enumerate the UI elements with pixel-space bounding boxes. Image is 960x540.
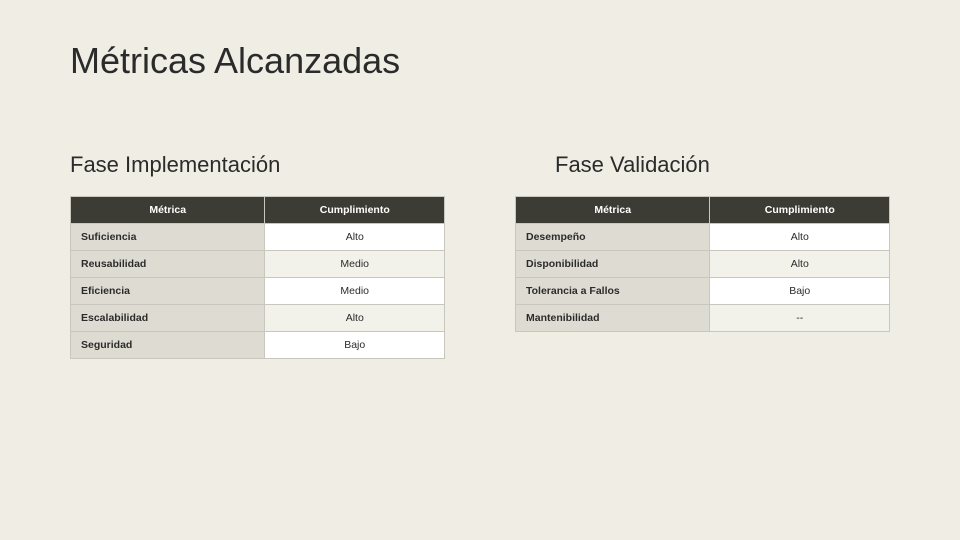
table-row: Mantenibilidad -- <box>516 305 890 332</box>
metric-cell: Seguridad <box>71 332 265 359</box>
table-row: Reusabilidad Medio <box>71 251 445 278</box>
value-cell: Alto <box>265 224 445 251</box>
metric-cell: Escalabilidad <box>71 305 265 332</box>
metric-cell: Tolerancia a Fallos <box>516 278 710 305</box>
value-cell: -- <box>710 305 890 332</box>
impl-header-metric: Métrica <box>71 197 265 224</box>
implementation-section: Fase Implementación Métrica Cumplimiento… <box>70 152 445 359</box>
table-row: Suficiencia Alto <box>71 224 445 251</box>
implementation-table: Métrica Cumplimiento Suficiencia Alto Re… <box>70 196 445 359</box>
table-row: Eficiencia Medio <box>71 278 445 305</box>
validation-table: Métrica Cumplimiento Desempeño Alto Disp… <box>515 196 890 332</box>
value-cell: Medio <box>265 278 445 305</box>
metric-cell: Eficiencia <box>71 278 265 305</box>
metric-cell: Disponibilidad <box>516 251 710 278</box>
value-cell: Bajo <box>710 278 890 305</box>
metric-cell: Mantenibilidad <box>516 305 710 332</box>
table-row: Desempeño Alto <box>516 224 890 251</box>
implementation-subtitle: Fase Implementación <box>70 152 445 178</box>
value-cell: Bajo <box>265 332 445 359</box>
impl-header-value: Cumplimiento <box>265 197 445 224</box>
validation-subtitle: Fase Validación <box>515 152 890 178</box>
metric-cell: Suficiencia <box>71 224 265 251</box>
table-row: Disponibilidad Alto <box>516 251 890 278</box>
metric-cell: Reusabilidad <box>71 251 265 278</box>
table-row: Tolerancia a Fallos Bajo <box>516 278 890 305</box>
val-header-value: Cumplimiento <box>710 197 890 224</box>
table-row: Seguridad Bajo <box>71 332 445 359</box>
page-title: Métricas Alcanzadas <box>70 40 890 82</box>
value-cell: Alto <box>710 251 890 278</box>
table-row: Escalabilidad Alto <box>71 305 445 332</box>
content-columns: Fase Implementación Métrica Cumplimiento… <box>70 152 890 359</box>
value-cell: Alto <box>710 224 890 251</box>
value-cell: Alto <box>265 305 445 332</box>
val-header-metric: Métrica <box>516 197 710 224</box>
value-cell: Medio <box>265 251 445 278</box>
metric-cell: Desempeño <box>516 224 710 251</box>
validation-section: Fase Validación Métrica Cumplimiento Des… <box>515 152 890 359</box>
